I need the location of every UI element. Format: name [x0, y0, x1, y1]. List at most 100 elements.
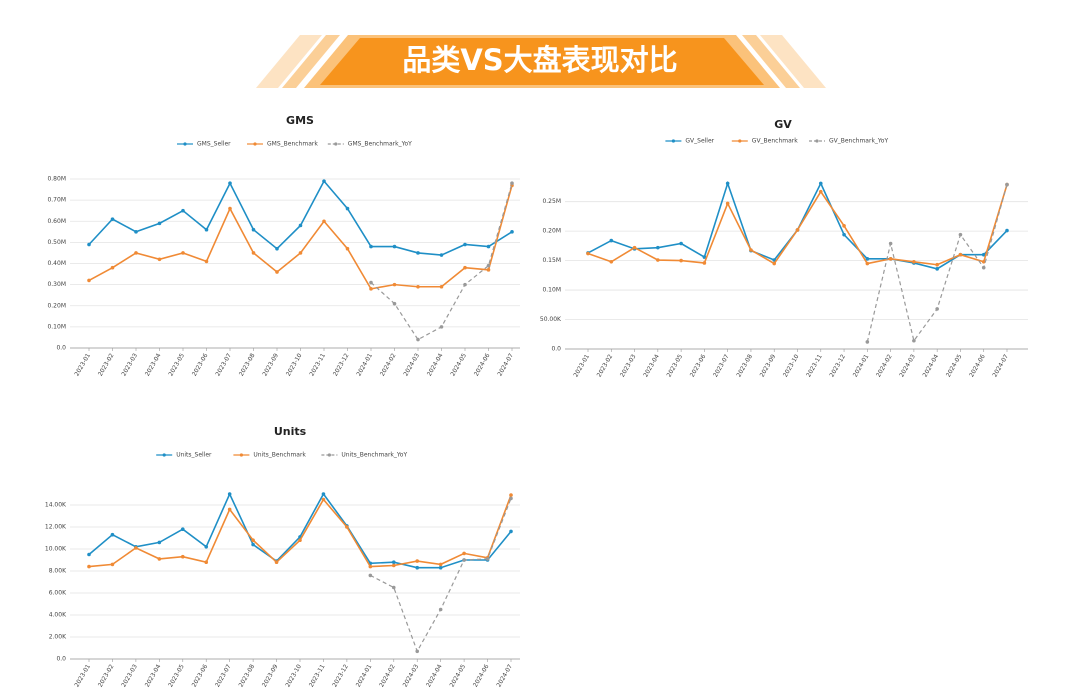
x-tick-label: 2024-03: [402, 352, 421, 377]
y-tick-label: 4.00K: [49, 612, 67, 619]
legend-label: GV_Benchmark_YoY: [829, 138, 888, 145]
y-tick-label: 0.50M: [47, 239, 66, 246]
data-point: [110, 265, 115, 270]
x-tick-label: 2023-08: [238, 663, 257, 688]
data-point: [702, 255, 707, 259]
y-tick-label: 0.10M: [542, 287, 561, 294]
x-tick-label: 2023-09: [261, 663, 280, 688]
data-point: [935, 262, 939, 267]
x-tick-label: 2024-04: [425, 663, 444, 688]
data-point: [981, 259, 986, 264]
data-point: [321, 497, 326, 502]
data-point: [609, 238, 614, 243]
legend-label: Units_Seller: [176, 452, 212, 459]
x-tick-label: 2023-11: [308, 663, 327, 688]
data-point: [298, 538, 302, 542]
data-point: [275, 270, 279, 274]
data-point: [510, 230, 514, 234]
data-point: [679, 241, 683, 246]
series-line: [88, 185, 513, 290]
data-point: [110, 562, 115, 567]
series-line: [88, 179, 513, 256]
x-tick-label: 2024-06: [473, 352, 492, 377]
legend-label: GV_Benchmark: [752, 138, 798, 145]
x-tick-label: 2023-07: [214, 663, 233, 688]
series-line: [587, 184, 1008, 266]
data-point: [632, 245, 637, 250]
legend-marker: [671, 139, 676, 143]
x-tick-label: 2023-02: [97, 663, 116, 688]
data-point: [110, 217, 115, 221]
data-point: [935, 307, 939, 311]
data-point: [865, 257, 870, 261]
data-point: [180, 527, 185, 531]
x-tick-label: 2023-01: [73, 663, 92, 688]
data-point: [392, 244, 397, 249]
data-point: [725, 201, 730, 206]
data-point: [345, 525, 349, 529]
banner-box: [320, 38, 764, 85]
data-point: [586, 251, 590, 256]
data-point: [345, 206, 350, 211]
y-tick-label: 8.00K: [49, 568, 67, 575]
data-point: [345, 246, 350, 251]
data-point: [369, 244, 373, 249]
data-point: [486, 244, 491, 249]
x-tick-label: 2023-06: [191, 352, 210, 377]
chart-title: Units: [274, 425, 307, 438]
y-tick-label: 10.00K: [45, 546, 67, 553]
legend-marker: [738, 139, 742, 143]
data-point: [251, 251, 256, 255]
data-point: [227, 507, 232, 512]
data-point: [439, 253, 444, 257]
data-point: [725, 181, 730, 186]
chart-title: GMS: [286, 114, 314, 127]
data-point: [134, 230, 138, 234]
legend-marker: [815, 139, 819, 143]
data-point: [485, 557, 490, 561]
x-tick-label: 2023-03: [120, 352, 139, 377]
data-point: [204, 560, 209, 564]
data-point: [416, 251, 420, 255]
x-tick-label: 2024-05: [449, 663, 468, 688]
x-tick-label: 2024-07: [991, 353, 1010, 378]
data-point: [438, 607, 443, 612]
legend-label: Units_Benchmark_YoY: [341, 452, 407, 459]
y-tick-label: 14.00K: [45, 502, 67, 509]
data-point: [438, 562, 443, 567]
data-point: [369, 287, 373, 291]
x-tick-label: 2024-02: [875, 353, 894, 378]
legend-label: GV_Seller: [685, 138, 714, 145]
data-point: [463, 282, 467, 287]
x-tick-label: 2023-05: [167, 352, 186, 377]
x-tick-label: 2023-12: [828, 353, 847, 378]
x-tick-label: 2023-05: [167, 663, 186, 688]
data-point: [818, 181, 823, 186]
data-point: [87, 552, 91, 557]
x-tick-label: 2024-06: [968, 353, 987, 378]
chart: Units Units_Seller Units_Benchmark Units_Be…: [45, 425, 520, 688]
x-tick-label: 2024-07: [496, 352, 515, 377]
x-tick-label: 2024-07: [495, 663, 514, 688]
x-tick-label: 2023-01: [572, 353, 591, 378]
legend-marker: [162, 453, 166, 457]
data-point: [392, 301, 397, 306]
data-point: [679, 258, 683, 263]
x-tick-label: 2023-07: [214, 352, 233, 377]
x-tick-label: 2024-04: [922, 353, 941, 378]
y-tick-label: 12.00K: [45, 524, 67, 531]
legend-marker: [334, 142, 338, 146]
data-point: [369, 280, 373, 285]
x-tick-label: 2024-01: [355, 352, 374, 377]
data-point: [180, 554, 185, 559]
x-tick-label: 2023-04: [144, 663, 163, 688]
series-line: [370, 498, 512, 653]
y-tick-label: 0.30M: [47, 281, 66, 288]
data-point: [251, 538, 255, 542]
x-tick-label: 2023-07: [712, 353, 731, 378]
legend-marker: [239, 453, 243, 457]
data-point: [912, 338, 916, 343]
data-point: [275, 246, 279, 251]
data-point: [795, 228, 800, 232]
